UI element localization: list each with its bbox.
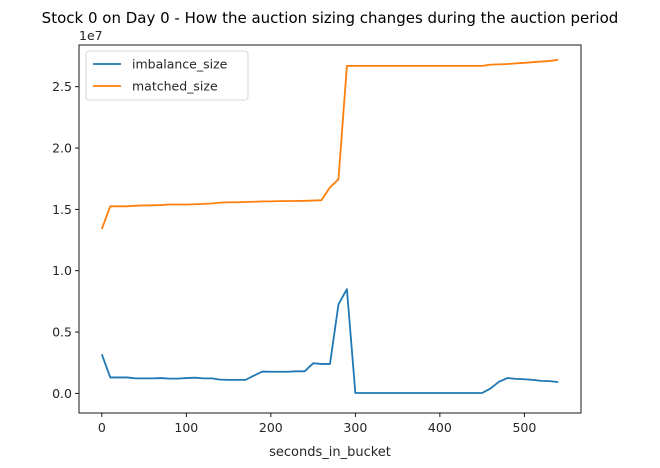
- series-line-matched-size: [100, 58, 559, 230]
- plot-frame: [78, 44, 582, 414]
- y-offset-label: 1e7: [79, 28, 103, 43]
- x-tick-label: 300: [343, 420, 367, 435]
- x-tick-label: 0: [98, 420, 106, 435]
- legend-box: [85, 50, 249, 101]
- x-axis-ticks: 0 100 200 300 400 500: [98, 413, 536, 435]
- y-tick-label: 1.0: [52, 263, 72, 278]
- x-tick-label: 100: [174, 420, 198, 435]
- chart-title: Stock 0 on Day 0 - How the auction sizin…: [42, 9, 619, 27]
- y-tick-label: 1.5: [52, 202, 72, 217]
- y-tick-label: 2.5: [52, 79, 72, 94]
- y-axis-ticks: 0.0 0.5 1.0 1.5 2.0 2.5: [52, 79, 79, 401]
- legend-label-matched: matched_size: [132, 79, 218, 94]
- plot-lines: [100, 58, 559, 394]
- series-line-imbalance-size: [100, 288, 559, 394]
- y-tick-label: 0.5: [52, 325, 72, 340]
- y-tick-label: 2.0: [52, 141, 72, 156]
- x-tick-label: 200: [259, 420, 283, 435]
- x-tick-label: 500: [512, 420, 536, 435]
- x-axis-label: seconds_in_bucket: [269, 445, 391, 460]
- legend-label-imbalance: imbalance_size: [132, 57, 228, 72]
- x-tick-label: 400: [428, 420, 452, 435]
- legend: imbalance_size matched_size: [85, 50, 249, 101]
- y-tick-label: 0.0: [52, 386, 72, 401]
